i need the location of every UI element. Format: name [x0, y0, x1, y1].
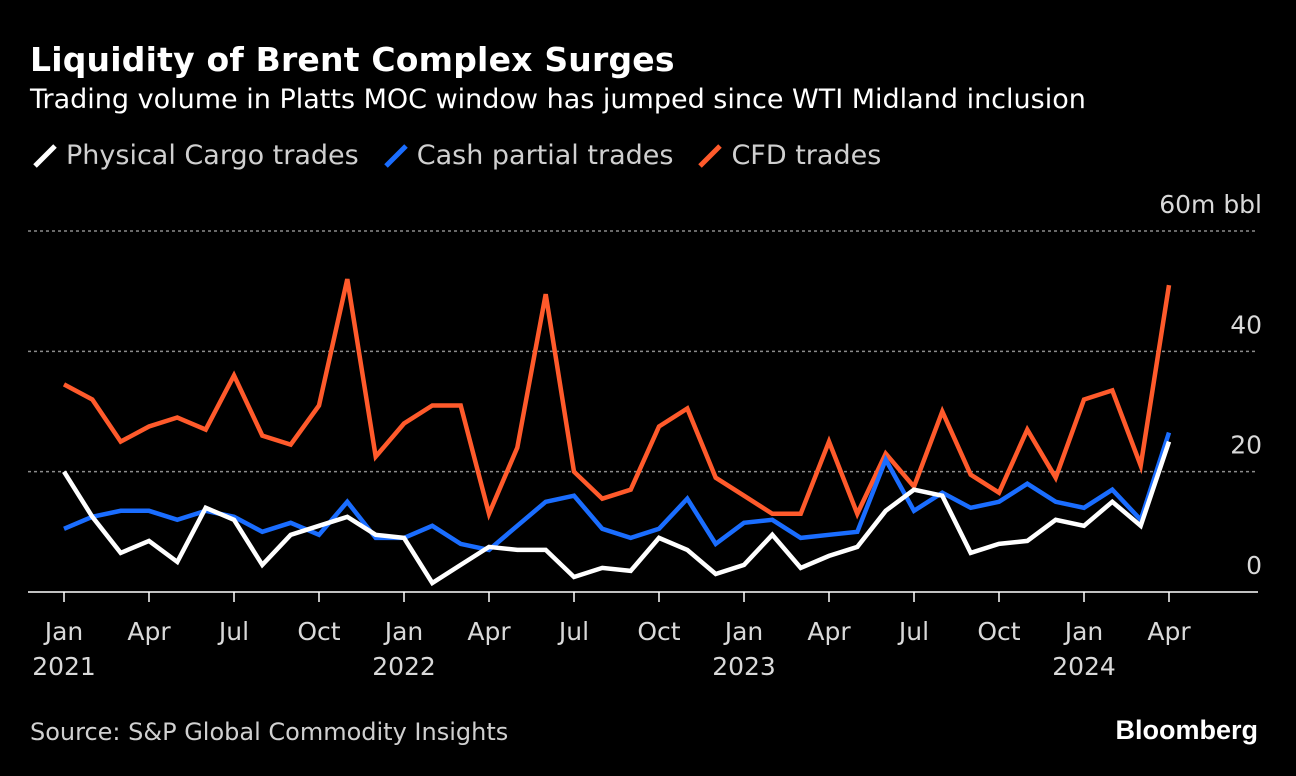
legend-label-cash: Cash partial trades	[416, 140, 674, 171]
bloomberg-logo: Bloomberg	[1115, 715, 1258, 745]
x-tick-label: Oct	[977, 617, 1020, 646]
y-tick-label: 20	[1230, 431, 1262, 460]
x-tick-label: Jan	[383, 617, 424, 646]
x-tick-label: Jul	[557, 617, 589, 646]
x-tick-label: Apr	[807, 617, 851, 646]
x-tick-label: Jan	[723, 617, 764, 646]
x-tick-label: Oct	[297, 617, 340, 646]
y-tick-label: 0	[1246, 551, 1262, 580]
x-tick-label: Apr	[1147, 617, 1191, 646]
legend-label-physical: Physical Cargo trades	[66, 140, 359, 171]
x-tick-label: Oct	[637, 617, 680, 646]
legend-swatch-cfd	[698, 143, 723, 168]
source-note: Source: S&P Global Commodity Insights	[30, 718, 509, 746]
legend-label-cfd: CFD trades	[731, 140, 882, 171]
legend-swatch-physical	[33, 143, 57, 168]
x-tick-year-label: 2021	[32, 652, 96, 681]
series-line-cash	[63, 431, 1172, 553]
legend-item-cash: Cash partial trades	[381, 140, 674, 171]
legend-item-cfd: CFD trades	[695, 140, 881, 171]
y-tick-label: 60m bbl	[1159, 190, 1262, 219]
chart-title: Liquidity of Brent Complex Surges	[30, 40, 675, 79]
series-line-physical	[62, 440, 1172, 587]
legend: Physical Cargo trades Cash partial trade…	[30, 140, 903, 171]
legend-swatch-cash	[383, 143, 408, 168]
x-tick-label: Jan	[1063, 617, 1104, 646]
x-tick-label: Apr	[127, 617, 171, 646]
x-tick-label: Jul	[217, 617, 249, 646]
chart-subtitle: Trading volume in Platts MOC window has …	[30, 84, 1086, 115]
x-tick-label: Jul	[897, 617, 929, 646]
x-tick-label: Apr	[467, 617, 511, 646]
legend-item-physical: Physical Cargo trades	[30, 140, 359, 171]
y-tick-label: 40	[1230, 310, 1262, 339]
x-tick-year-label: 2023	[712, 652, 776, 681]
x-tick-year-label: 2022	[372, 652, 436, 681]
x-tick-year-label: 2024	[1052, 652, 1116, 681]
series-line-cfd	[62, 278, 1172, 521]
x-tick-label: Jan	[43, 617, 84, 646]
